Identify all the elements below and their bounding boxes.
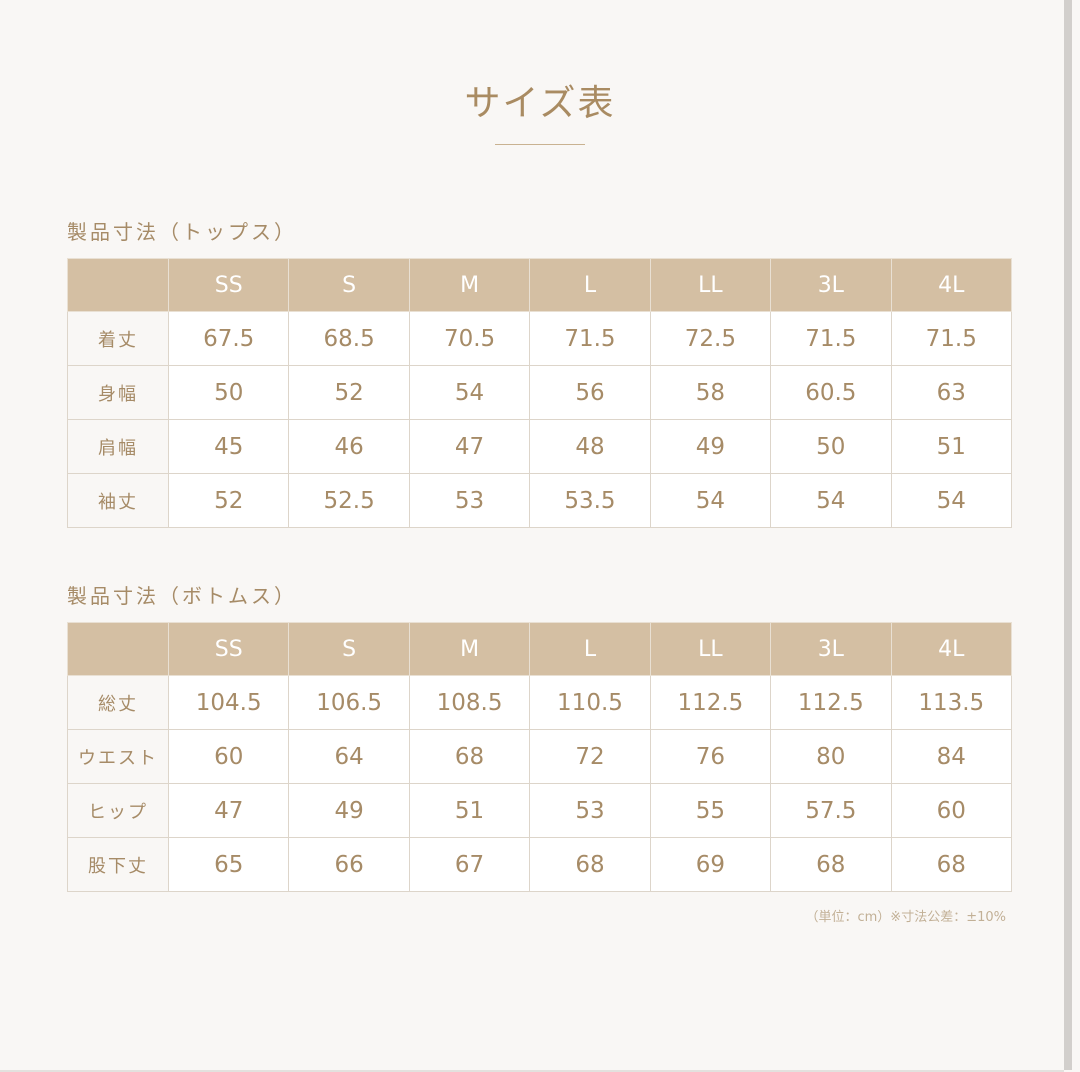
value-cell: 57.5	[770, 783, 892, 838]
value-cell: 71.5	[770, 311, 892, 366]
row-label: 袖丈	[67, 473, 169, 528]
row-label: ウエスト	[67, 729, 169, 784]
value-cell: 108.5	[408, 675, 531, 730]
value-cell: 71.5	[890, 311, 1013, 366]
row-label: 肩幅	[67, 419, 169, 474]
value-cell: 58	[649, 365, 772, 420]
value-cell: 47	[408, 419, 531, 474]
table-row: ヒップ 47 49 51 53 55 57.5 60	[67, 783, 1013, 838]
divider	[0, 1070, 1064, 1072]
value-cell: 46	[288, 419, 410, 474]
row-label: 身幅	[67, 365, 169, 420]
value-cell: 66	[288, 837, 410, 892]
header-row: SS S M L LL 3L 4L	[67, 258, 1013, 312]
value-cell: 53	[408, 473, 531, 528]
value-cell: 52.5	[288, 473, 410, 528]
value-cell: 84	[890, 729, 1013, 784]
size-header-LL: LL	[649, 258, 772, 312]
value-cell: 72.5	[649, 311, 772, 366]
row-label: 股下丈	[67, 837, 169, 892]
size-header-3L: 3L	[770, 258, 892, 312]
row-label: 総丈	[67, 675, 169, 730]
value-cell: 104.5	[167, 675, 290, 730]
value-cell: 68	[529, 837, 651, 892]
table-row: 総丈 104.5 106.5 108.5 110.5 112.5 112.5 113.5	[67, 675, 1013, 730]
value-cell: 53.5	[529, 473, 651, 528]
value-cell: 70.5	[408, 311, 531, 366]
table-row: 身幅 50 52 54 56 58 60.5 63	[67, 365, 1013, 420]
value-cell: 45	[167, 419, 290, 474]
value-cell: 113.5	[890, 675, 1013, 730]
value-cell: 112.5	[770, 675, 892, 730]
header-row: SS S M L LL 3L 4L	[67, 622, 1013, 676]
value-cell: 106.5	[288, 675, 410, 730]
value-cell: 63	[890, 365, 1013, 420]
value-cell: 53	[529, 783, 651, 838]
unit-note: （単位：cm）※寸法公差：±10%	[805, 910, 1007, 925]
value-cell: 112.5	[649, 675, 772, 730]
row-label: ヒップ	[67, 783, 169, 838]
value-cell: 54	[649, 473, 772, 528]
row-label: 着丈	[67, 311, 169, 366]
table-row: 着丈 67.5 68.5 70.5 71.5 72.5 71.5 71.5	[67, 311, 1013, 366]
value-cell: 68	[890, 837, 1013, 892]
value-cell: 60.5	[770, 365, 892, 420]
value-cell: 49	[649, 419, 772, 474]
corner-cell	[67, 622, 169, 676]
value-cell: 50	[167, 365, 290, 420]
table-row: 股下丈 65 66 67 68 69 68 68	[67, 837, 1013, 892]
value-cell: 68	[770, 837, 892, 892]
corner-cell	[67, 258, 169, 312]
value-cell: 67	[408, 837, 531, 892]
value-cell: 50	[770, 419, 892, 474]
title-underline	[495, 144, 585, 145]
value-cell: 54	[408, 365, 531, 420]
value-cell: 54	[770, 473, 892, 528]
tops-heading: 製品寸法（トップス）	[67, 220, 297, 244]
value-cell: 51	[408, 783, 531, 838]
size-header-SS: SS	[167, 258, 290, 312]
value-cell: 51	[890, 419, 1013, 474]
size-header-M: M	[408, 258, 531, 312]
value-cell: 68	[408, 729, 531, 784]
bottoms-size-table: SS S M L LL 3L 4L 総丈 104.5 106.5 108.5 110.5 112.5 11…	[67, 622, 1013, 892]
size-header-3L: 3L	[770, 622, 892, 676]
value-cell: 64	[288, 729, 410, 784]
value-cell: 52	[167, 473, 290, 528]
size-header-S: S	[288, 258, 410, 312]
value-cell: 56	[529, 365, 651, 420]
size-header-SS: SS	[167, 622, 290, 676]
table-row: 袖丈 52 52.5 53 53.5 54 54 54	[67, 473, 1013, 528]
value-cell: 71.5	[529, 311, 651, 366]
value-cell: 80	[770, 729, 892, 784]
value-cell: 60	[890, 783, 1013, 838]
size-header-S: S	[288, 622, 410, 676]
value-cell: 49	[288, 783, 410, 838]
value-cell: 68.5	[288, 311, 410, 366]
value-cell: 60	[167, 729, 290, 784]
scrollbar[interactable]	[1064, 0, 1072, 1070]
value-cell: 72	[529, 729, 651, 784]
value-cell: 47	[167, 783, 290, 838]
size-header-4L: 4L	[890, 258, 1013, 312]
value-cell: 52	[288, 365, 410, 420]
page-title: サイズ表	[464, 83, 616, 124]
value-cell: 67.5	[167, 311, 290, 366]
value-cell: 48	[529, 419, 651, 474]
value-cell: 69	[649, 837, 772, 892]
tops-size-table: SS S M L LL 3L 4L 着丈 67.5 68.5 70.5 71.5 72.5 71.5 71.…	[67, 258, 1013, 528]
value-cell: 65	[167, 837, 290, 892]
table-row: 肩幅 45 46 47 48 49 50 51	[67, 419, 1013, 474]
bottoms-heading: 製品寸法（ボトムス）	[67, 584, 297, 608]
size-header-LL: LL	[649, 622, 772, 676]
size-header-4L: 4L	[890, 622, 1013, 676]
value-cell: 54	[890, 473, 1013, 528]
size-header-M: M	[408, 622, 531, 676]
size-header-L: L	[529, 622, 651, 676]
value-cell: 76	[649, 729, 772, 784]
value-cell: 110.5	[529, 675, 651, 730]
value-cell: 55	[649, 783, 772, 838]
size-header-L: L	[529, 258, 651, 312]
table-row: ウエスト 60 64 68 72 76 80 84	[67, 729, 1013, 784]
